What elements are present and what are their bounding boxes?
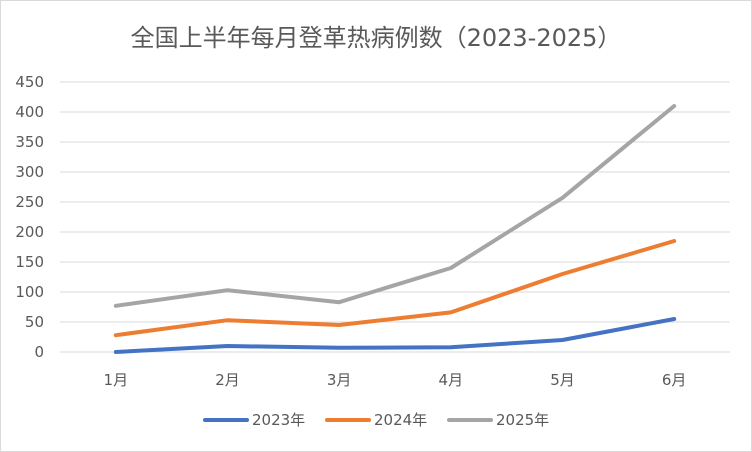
y-tick-label: 400 — [15, 103, 44, 121]
legend: 2023年 2024年 2025年 — [203, 411, 549, 429]
series-lines — [113, 104, 677, 354]
x-tick-label: 5月 — [550, 371, 575, 389]
series-line — [113, 104, 677, 308]
series-line — [113, 317, 677, 354]
y-tick-label: 350 — [15, 133, 44, 151]
y-tick-label: 0 — [34, 343, 44, 361]
y-tick-label: 450 — [15, 73, 44, 91]
x-tick-label: 2月 — [215, 371, 240, 389]
legend-label: 2025年 — [496, 411, 549, 429]
x-tick-label: 4月 — [439, 371, 464, 389]
x-axis-ticks: 1月 2月 3月 4月 5月 6月 — [104, 371, 687, 389]
legend-label: 2024年 — [374, 411, 427, 429]
series-line — [113, 239, 677, 338]
y-tick-label: 250 — [15, 193, 44, 211]
y-tick-label: 100 — [15, 283, 44, 301]
legend-label: 2023年 — [252, 411, 305, 429]
y-tick-label: 200 — [15, 223, 44, 241]
chart-title: 全国上半年每月登革热病例数（2023-2025） — [130, 24, 622, 52]
y-tick-label: 300 — [15, 163, 44, 181]
y-tick-label: 150 — [15, 253, 44, 271]
gridlines — [60, 81, 730, 353]
x-tick-label: 3月 — [327, 371, 352, 389]
x-tick-label: 1月 — [104, 371, 129, 389]
x-tick-label: 6月 — [662, 371, 687, 389]
y-axis-ticks: 0 50 100 150 200 250 300 350 400 450 — [15, 73, 44, 361]
y-tick-label: 50 — [25, 313, 44, 331]
